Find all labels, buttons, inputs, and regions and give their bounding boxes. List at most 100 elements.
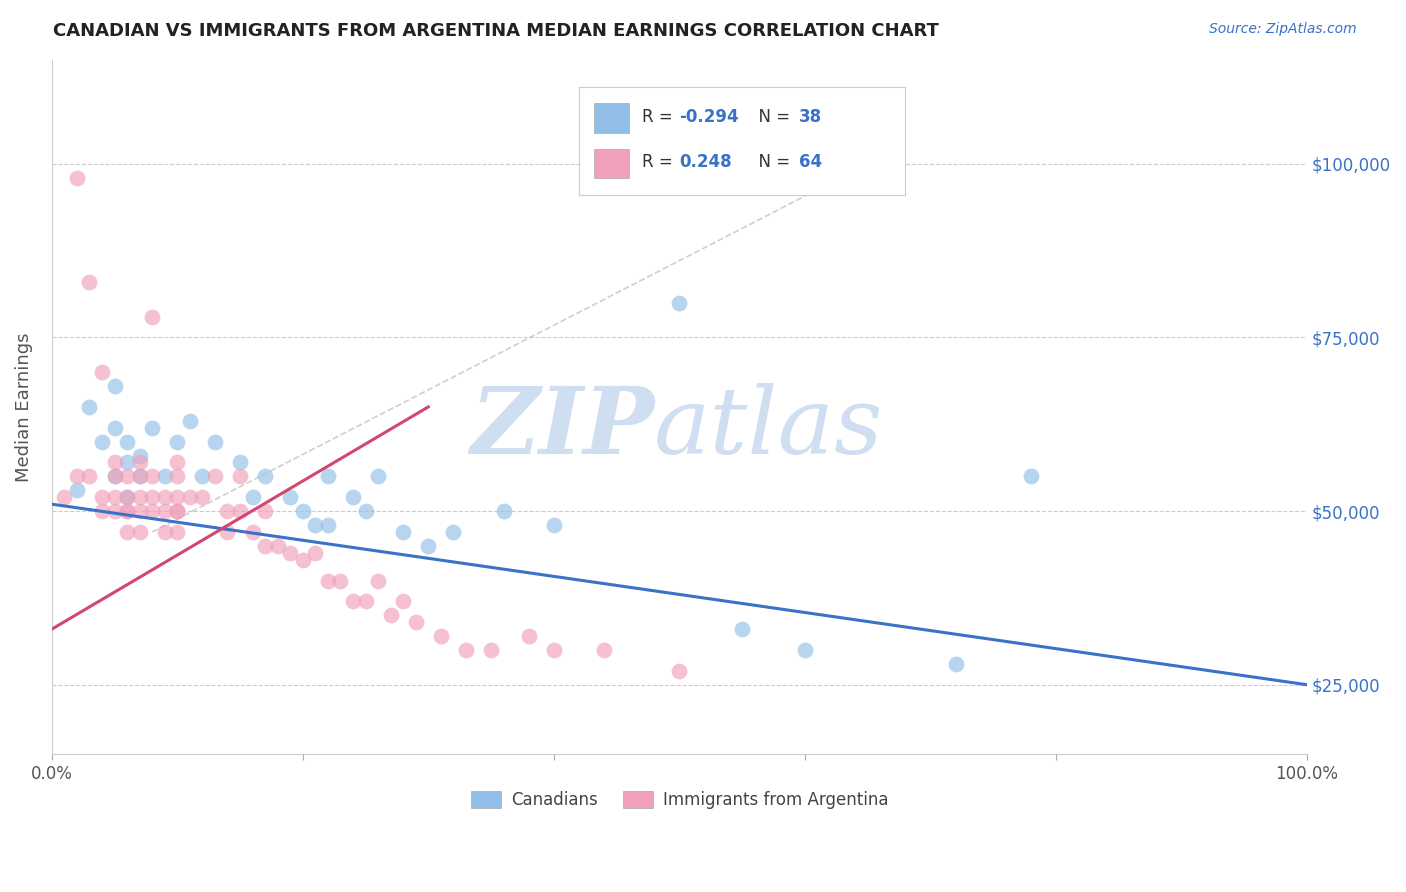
Point <box>492 504 515 518</box>
Text: -0.294: -0.294 <box>679 108 740 126</box>
Point <box>103 421 125 435</box>
Point <box>392 524 415 539</box>
Point <box>91 365 114 379</box>
Point <box>593 643 616 657</box>
Point <box>115 524 138 539</box>
Point <box>103 455 125 469</box>
Point <box>141 504 163 518</box>
Point <box>166 504 188 518</box>
Point <box>166 504 188 518</box>
Point <box>128 504 150 518</box>
Point <box>191 490 214 504</box>
Point <box>793 643 815 657</box>
Point <box>79 469 101 483</box>
Point <box>731 622 754 636</box>
Point <box>342 490 364 504</box>
Point <box>254 504 277 518</box>
Point <box>128 455 150 469</box>
Point <box>153 469 176 483</box>
Point <box>380 608 402 623</box>
Point <box>668 295 690 310</box>
Point <box>392 594 415 608</box>
Point <box>254 539 277 553</box>
Point <box>242 524 264 539</box>
Point <box>1019 469 1042 483</box>
Point <box>329 574 352 588</box>
Text: N =: N = <box>748 153 796 171</box>
Point <box>945 657 967 671</box>
Point <box>115 504 138 518</box>
Point <box>103 469 125 483</box>
Point <box>316 574 339 588</box>
Point <box>66 170 89 185</box>
Point <box>291 552 314 566</box>
Point <box>278 546 301 560</box>
Point <box>79 275 101 289</box>
Point <box>430 629 453 643</box>
Point <box>367 469 389 483</box>
Point <box>166 524 188 539</box>
Point <box>141 310 163 324</box>
Point <box>367 574 389 588</box>
Text: N =: N = <box>748 108 796 126</box>
Point <box>115 434 138 449</box>
Point <box>316 518 339 533</box>
Text: R =: R = <box>641 153 683 171</box>
Point <box>354 504 377 518</box>
FancyBboxPatch shape <box>579 87 905 195</box>
Text: R =: R = <box>641 108 678 126</box>
Text: 38: 38 <box>799 108 821 126</box>
Point <box>204 434 226 449</box>
Point <box>91 504 114 518</box>
Point <box>217 524 239 539</box>
Point <box>267 539 290 553</box>
FancyBboxPatch shape <box>593 148 628 178</box>
Point <box>153 524 176 539</box>
Text: 0.248: 0.248 <box>679 153 733 171</box>
Point <box>543 643 565 657</box>
Point <box>153 504 176 518</box>
Point <box>479 643 502 657</box>
Point <box>454 643 477 657</box>
Point <box>191 469 214 483</box>
Point <box>66 469 89 483</box>
Point <box>668 664 690 678</box>
Point <box>153 490 176 504</box>
Point <box>103 469 125 483</box>
Point <box>229 455 252 469</box>
Text: CANADIAN VS IMMIGRANTS FROM ARGENTINA MEDIAN EARNINGS CORRELATION CHART: CANADIAN VS IMMIGRANTS FROM ARGENTINA ME… <box>53 22 939 40</box>
Point <box>115 504 138 518</box>
Point <box>115 490 138 504</box>
Point <box>103 490 125 504</box>
Point <box>128 469 150 483</box>
Point <box>128 469 150 483</box>
Point <box>166 490 188 504</box>
Point <box>217 504 239 518</box>
Point <box>517 629 540 643</box>
Point <box>166 434 188 449</box>
Text: ZIP: ZIP <box>470 383 654 473</box>
Point <box>204 469 226 483</box>
Text: 64: 64 <box>799 153 821 171</box>
Point <box>115 469 138 483</box>
Point <box>291 504 314 518</box>
Legend: Canadians, Immigrants from Argentina: Canadians, Immigrants from Argentina <box>464 784 894 815</box>
Point <box>166 455 188 469</box>
Point <box>128 524 150 539</box>
Point <box>79 400 101 414</box>
Point <box>91 490 114 504</box>
Point <box>166 469 188 483</box>
Point <box>304 546 326 560</box>
Point <box>103 504 125 518</box>
Point <box>543 518 565 533</box>
Point <box>115 490 138 504</box>
Point <box>179 414 201 428</box>
Point <box>141 421 163 435</box>
Point <box>304 518 326 533</box>
Point <box>115 455 138 469</box>
Point <box>128 490 150 504</box>
Point <box>141 469 163 483</box>
Point <box>342 594 364 608</box>
Point <box>53 490 76 504</box>
Point <box>316 469 339 483</box>
